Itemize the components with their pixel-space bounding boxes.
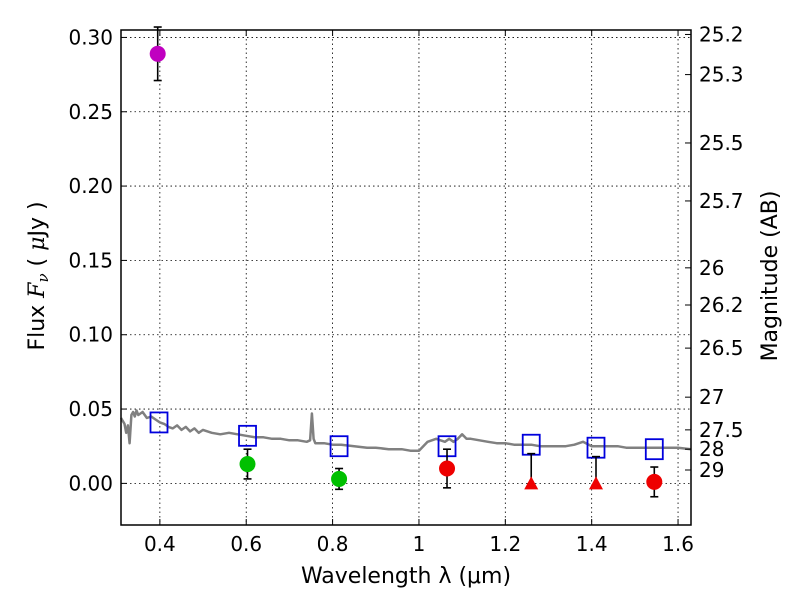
observed-point	[239, 456, 256, 473]
y-tick-label: 0.20	[68, 174, 113, 198]
plot-frame	[120, 29, 692, 526]
x-axis-label: Wavelength λ (μm)	[301, 564, 511, 589]
mag-tick-label: 26.5	[699, 336, 744, 360]
y-axis-label-left: Flux Fν ( μJy )	[25, 201, 52, 350]
mag-tick-label: 25.7	[699, 189, 744, 213]
y-tick-label: 0.30	[68, 25, 113, 49]
y-tick-label: 0.10	[68, 323, 113, 347]
ticks: 0.4 0.6 0.8 1 1.2 1.4 1.6 0.00 0.05 0.10 0.15 0.20 0…	[68, 22, 743, 556]
x-tick-label: 0.8	[317, 532, 349, 556]
observed-point	[331, 470, 348, 487]
y-tick-label: 0.25	[68, 100, 113, 124]
y-tick-label: 0.00	[68, 471, 113, 495]
upper-limit-triangle	[589, 476, 603, 490]
grid	[121, 30, 691, 525]
sed-model-line	[119, 409, 692, 452]
x-tick-label: 1	[413, 532, 426, 556]
model-photometry-point	[149, 411, 169, 434]
x-tick-label: 1.6	[662, 532, 694, 556]
upper-limit-triangle	[524, 476, 539, 490]
mag-tick-label: 27.5	[699, 418, 744, 442]
mag-tick-label: 25.3	[699, 63, 744, 87]
observed-point	[439, 460, 456, 477]
x-tick-label: 1.2	[489, 532, 521, 556]
model-photometry-point	[644, 438, 664, 461]
y-tick-label: 0.15	[68, 248, 113, 272]
mag-tick-label: 27	[699, 385, 724, 409]
x-tick-label: 0.4	[144, 532, 176, 556]
mag-tick-label: 26.2	[699, 293, 744, 317]
mag-tick-label: 25.2	[699, 22, 744, 46]
series	[119, 26, 692, 498]
model-photometry-point	[329, 435, 349, 458]
mag-tick-label: 28	[699, 437, 724, 461]
y-axis-label-right: Magnitude (AB)	[758, 191, 783, 362]
model-photometry-point	[238, 424, 257, 447]
mag-tick-label: 26	[699, 256, 724, 280]
observed-point	[149, 45, 166, 62]
mag-tick-label: 25.5	[699, 131, 744, 155]
x-tick-label: 1.4	[576, 532, 608, 556]
y-tick-label: 0.05	[68, 397, 113, 421]
observed-point	[646, 473, 663, 490]
x-tick-label: 0.6	[230, 532, 262, 556]
mag-tick-label: 29	[699, 458, 724, 482]
model-photometry-point	[586, 436, 606, 459]
